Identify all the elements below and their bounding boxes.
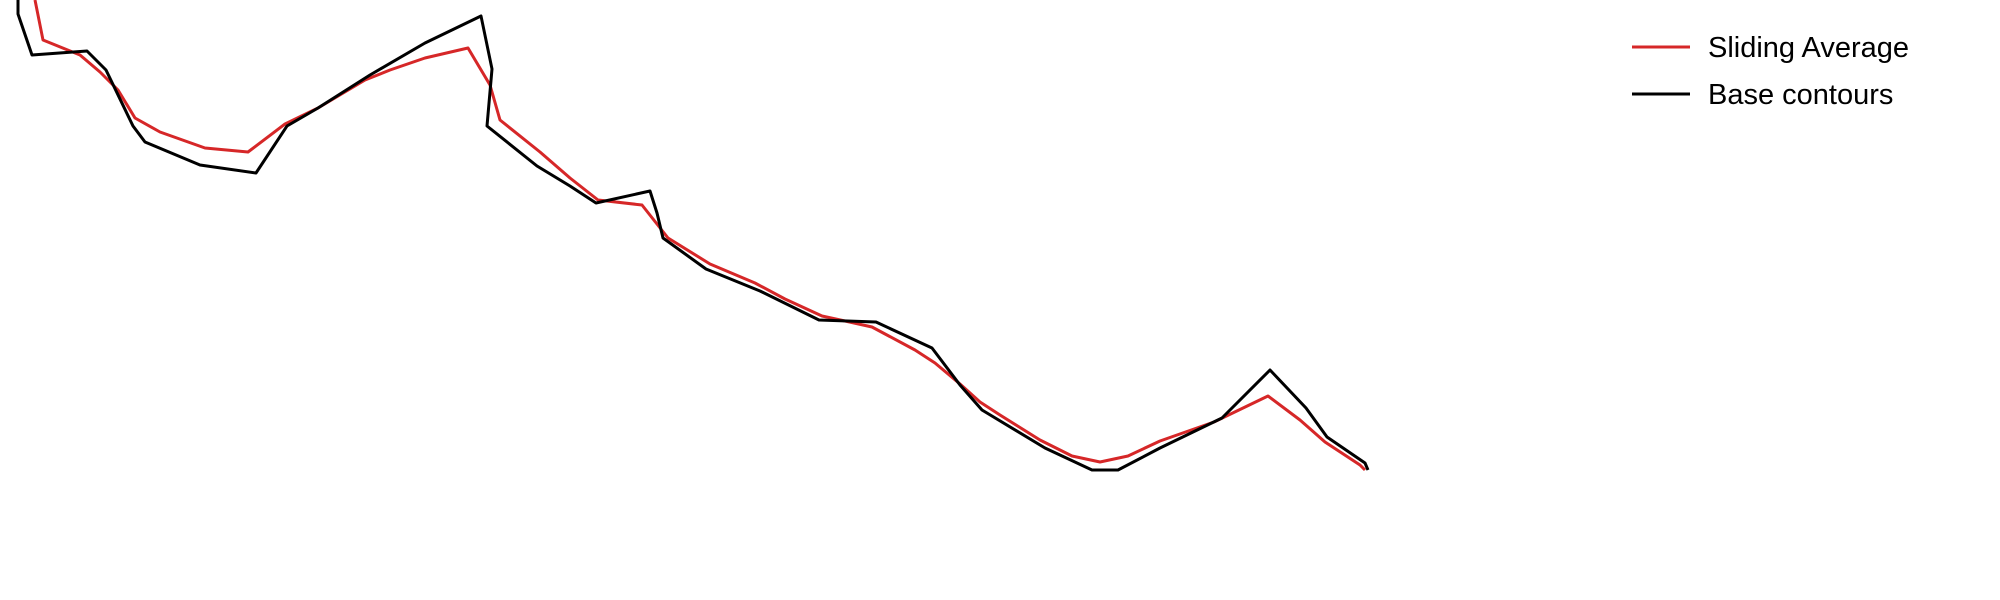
legend-item-base-contours: Base contours [1632,79,1893,111]
legend-label-sliding-average: Sliding Average [1708,32,1909,64]
legend: Sliding Average Base contours [1632,32,1909,111]
legend-label-base-contours: Base contours [1708,79,1893,111]
series-line-base-contours [16,0,1370,472]
series-layer [16,0,1370,472]
series-line-sliding-average [33,0,1367,472]
legend-item-sliding-average: Sliding Average [1632,32,1909,64]
